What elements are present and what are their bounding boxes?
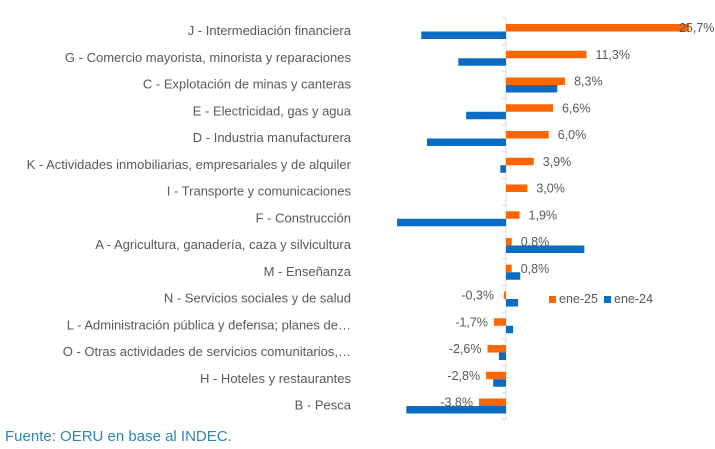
bar-ene-24 [421, 31, 506, 39]
data-label: -3,8% [440, 396, 473, 410]
data-label: 0,8% [521, 235, 550, 249]
category-label: O - Otras actividades de servicios comun… [63, 344, 351, 359]
bar-ene-25 [478, 398, 506, 406]
bar-ene-24 [493, 379, 506, 387]
bar-ene-24 [506, 85, 558, 93]
bar-ene-24 [426, 138, 506, 146]
bar-ene-24 [506, 272, 521, 280]
data-label: 3,0% [536, 182, 565, 196]
bar-ene-25 [506, 238, 512, 246]
legend-swatch-ene-24 [604, 296, 611, 303]
bar-ene-24 [397, 218, 506, 227]
bar-ene-25 [506, 157, 534, 166]
category-label: N - Servicios sociales y de salud [164, 291, 351, 306]
bar-ene-25 [506, 24, 689, 32]
data-label: 1,9% [529, 208, 558, 222]
legend-swatch-ene-25 [549, 296, 556, 303]
bar-ene-25 [506, 50, 587, 59]
data-label: 6,6% [562, 101, 591, 115]
data-label: -1,7% [455, 315, 488, 329]
bar-ene-25 [486, 371, 506, 380]
category-label: H - Hoteles y restaurantes [200, 371, 352, 386]
category-label: J - Intermediación financiera [188, 23, 352, 38]
source-note: Fuente: OERU en base al INDEC. [5, 428, 232, 445]
data-label: 8,3% [574, 75, 603, 89]
category-label: L - Administración pública y defensa; pl… [67, 317, 351, 332]
category-label: B - Pesca [295, 398, 352, 413]
data-label: -2,6% [449, 342, 482, 356]
data-label: -2,8% [447, 369, 480, 383]
data-label: 3,9% [543, 155, 572, 169]
category-label: G - Comercio mayorista, minorista y repa… [65, 50, 352, 65]
category-label: M - Enseñanza [264, 264, 352, 279]
bar-ene-24 [506, 325, 514, 334]
legend-label-ene-24: ene-24 [614, 292, 653, 306]
data-label: 6,0% [558, 128, 587, 142]
bar-ene-25 [506, 104, 553, 112]
data-label: 11,3% [595, 48, 630, 62]
bar-ene-25 [503, 291, 506, 299]
bar-ene-25 [506, 184, 528, 192]
data-label: 25,7% [679, 21, 714, 35]
category-label: K - Actividades inmobiliarias, empresari… [27, 157, 352, 172]
bar-ene-24 [500, 165, 506, 173]
bar-ene-24 [506, 245, 585, 253]
bar-ene-24 [466, 111, 506, 120]
category-label: D - Industria manufacturera [193, 130, 352, 145]
bar-ene-24 [406, 406, 506, 414]
bar-ene-25 [506, 77, 566, 85]
bar-ene-24 [458, 58, 506, 66]
bar-ene-24 [498, 352, 506, 360]
legend: ene-25 ene-24 [549, 292, 653, 306]
legend-label-ene-25: ene-25 [559, 292, 598, 306]
data-label: -0,3% [461, 289, 494, 303]
category-label: C - Explotación de minas y canteras [143, 77, 352, 92]
bar-ene-25 [506, 131, 549, 139]
bar-ene-25 [506, 264, 512, 273]
data-label: 0,8% [521, 262, 550, 276]
bar-ene-25 [493, 318, 506, 326]
category-label: I - Transporte y comunicaciones [167, 184, 352, 199]
category-label: F - Construcción [256, 210, 351, 225]
bars [397, 24, 689, 414]
bar-ene-25 [487, 345, 506, 353]
bar-ene-24 [506, 299, 519, 307]
value-labels: 25,7% 11,3% 8,3% 6,6% 6,0% 3,9% 3,0% 1,9% 0,8% 0,… [440, 21, 714, 410]
category-label: E - Electricidad, gas y agua [193, 103, 352, 118]
category-labels: J - Intermediación financiera G - Comerci… [27, 23, 352, 413]
category-label: A - Agricultura, ganadería, caza y silvi… [95, 237, 352, 252]
bar-ene-25 [506, 211, 520, 219]
